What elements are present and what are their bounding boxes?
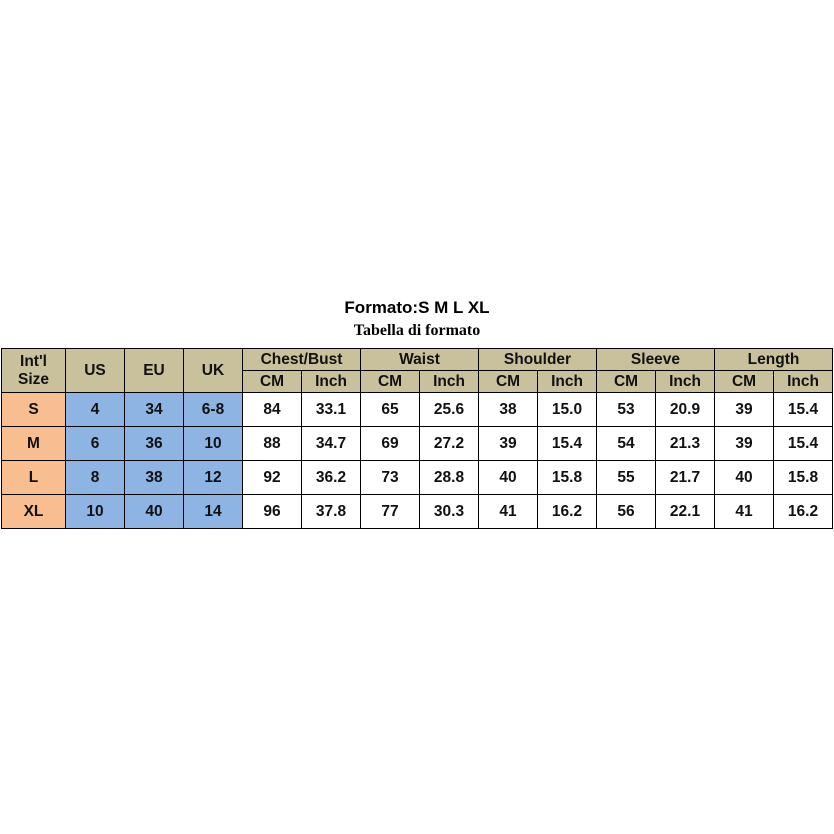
header-row-units: CM Inch CM Inch CM Inch CM Inch CM Inch bbox=[2, 370, 833, 393]
cell-eu: 38 bbox=[124, 460, 184, 495]
cell-measurement: 16.2 bbox=[773, 494, 833, 529]
cell-measurement: 88 bbox=[242, 426, 302, 461]
header-chest-bust: Chest/Bust bbox=[242, 348, 361, 371]
cell-measurement: 20.9 bbox=[655, 392, 715, 427]
cell-measurement: 27.2 bbox=[419, 426, 479, 461]
cell-eu: 36 bbox=[124, 426, 184, 461]
size-chart-table: Int'l Size US EU UK Chest/Bust Waist Sho… bbox=[1, 348, 833, 529]
cell-size: L bbox=[1, 460, 66, 495]
header-unit-inch: Inch bbox=[301, 370, 361, 393]
cell-size: XL bbox=[1, 494, 66, 529]
cell-measurement: 39 bbox=[478, 426, 538, 461]
header-shoulder: Shoulder bbox=[478, 348, 597, 371]
header-intl-line1: Int'l bbox=[20, 352, 47, 370]
cell-measurement: 30.3 bbox=[419, 494, 479, 529]
cell-measurement: 54 bbox=[596, 426, 656, 461]
cell-uk: 12 bbox=[183, 460, 243, 495]
cell-measurement: 15.0 bbox=[537, 392, 597, 427]
cell-measurement: 92 bbox=[242, 460, 302, 495]
cell-measurement: 22.1 bbox=[655, 494, 715, 529]
header-sleeve: Sleeve bbox=[596, 348, 715, 371]
page-subtitle: Tabella di formato bbox=[353, 322, 481, 339]
header-unit-cm: CM bbox=[242, 370, 302, 393]
cell-measurement: 15.8 bbox=[773, 460, 833, 495]
header-unit-cm: CM bbox=[478, 370, 538, 393]
header-unit-cm: CM bbox=[714, 370, 774, 393]
table-row: XL 10 40 14 96 37.8 77 30.3 41 16.2 56 22.1 41 16.2 bbox=[1, 494, 833, 529]
cell-measurement: 39 bbox=[714, 426, 774, 461]
header-unit-inch: Inch bbox=[419, 370, 479, 393]
cell-measurement: 21.7 bbox=[655, 460, 715, 495]
page-title: Formato:S M L XL bbox=[344, 298, 490, 317]
cell-measurement: 73 bbox=[360, 460, 420, 495]
cell-uk: 6-8 bbox=[183, 392, 243, 427]
cell-measurement: 40 bbox=[714, 460, 774, 495]
cell-measurement: 16.2 bbox=[537, 494, 597, 529]
cell-measurement: 77 bbox=[360, 494, 420, 529]
cell-eu: 40 bbox=[124, 494, 184, 529]
header-eu: EU bbox=[124, 348, 184, 393]
cell-us: 10 bbox=[65, 494, 125, 529]
cell-measurement: 53 bbox=[596, 392, 656, 427]
cell-uk: 10 bbox=[183, 426, 243, 461]
header-unit-cm: CM bbox=[596, 370, 656, 393]
header-unit-inch: Inch bbox=[537, 370, 597, 393]
header-unit-inch: Inch bbox=[773, 370, 833, 393]
cell-measurement: 84 bbox=[242, 392, 302, 427]
header-us: US bbox=[65, 348, 125, 393]
cell-measurement: 96 bbox=[242, 494, 302, 529]
cell-measurement: 69 bbox=[360, 426, 420, 461]
header-row-groups: Int'l Size US EU UK Chest/Bust Waist Sho… bbox=[1, 348, 833, 393]
cell-measurement: 39 bbox=[714, 392, 774, 427]
header-unit-inch: Inch bbox=[655, 370, 715, 393]
cell-measurement: 41 bbox=[478, 494, 538, 529]
cell-measurement: 15.4 bbox=[537, 426, 597, 461]
header-intl-size: Int'l Size bbox=[1, 348, 66, 393]
header-length: Length bbox=[714, 348, 833, 371]
cell-uk: 14 bbox=[183, 494, 243, 529]
table-row: L 8 38 12 92 36.2 73 28.8 40 15.8 55 21.7 40 15.8 bbox=[1, 460, 833, 495]
cell-measurement: 37.8 bbox=[301, 494, 361, 529]
header-intl-line2: Size bbox=[17, 370, 49, 388]
cell-measurement: 40 bbox=[478, 460, 538, 495]
cell-measurement: 56 bbox=[596, 494, 656, 529]
cell-measurement: 15.4 bbox=[773, 426, 833, 461]
table-row: S 4 34 6-8 84 33.1 65 25.6 38 15.0 53 20.9 39 15.4 bbox=[1, 392, 833, 427]
cell-us: 4 bbox=[65, 392, 125, 427]
cell-measurement: 65 bbox=[360, 392, 420, 427]
cell-measurement: 41 bbox=[714, 494, 774, 529]
cell-measurement: 34.7 bbox=[301, 426, 361, 461]
header-waist: Waist bbox=[360, 348, 479, 371]
cell-measurement: 55 bbox=[596, 460, 656, 495]
cell-measurement: 28.8 bbox=[419, 460, 479, 495]
cell-us: 8 bbox=[65, 460, 125, 495]
cell-measurement: 15.4 bbox=[773, 392, 833, 427]
cell-measurement: 36.2 bbox=[301, 460, 361, 495]
cell-measurement: 15.8 bbox=[537, 460, 597, 495]
cell-eu: 34 bbox=[124, 392, 184, 427]
cell-us: 6 bbox=[65, 426, 125, 461]
cell-size: S bbox=[1, 392, 66, 427]
cell-measurement: 33.1 bbox=[301, 392, 361, 427]
header-unit-cm: CM bbox=[360, 370, 420, 393]
header-uk: UK bbox=[183, 348, 243, 393]
cell-measurement: 25.6 bbox=[419, 392, 479, 427]
cell-measurement: 38 bbox=[478, 392, 538, 427]
table-row: M 6 36 10 88 34.7 69 27.2 39 15.4 54 21.3 39 15.4 bbox=[1, 426, 833, 461]
cell-size: M bbox=[1, 426, 66, 461]
cell-measurement: 21.3 bbox=[655, 426, 715, 461]
